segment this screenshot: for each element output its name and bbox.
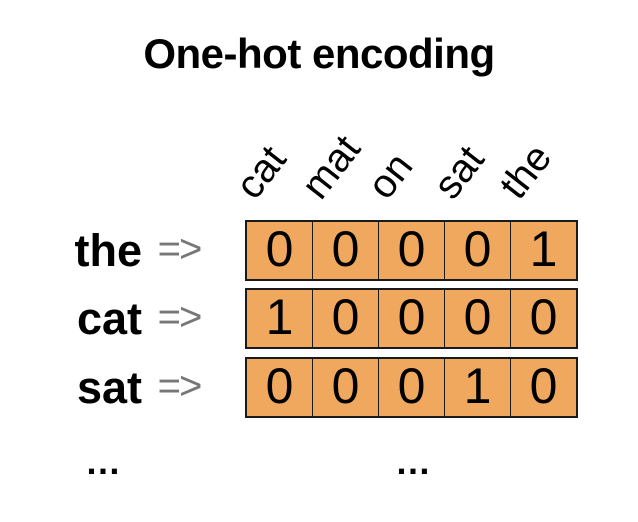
matrix-cell: 0 xyxy=(312,289,378,347)
one-hot-vector-sat: 0 0 0 1 0 xyxy=(245,357,578,418)
column-header-sat: sat xyxy=(425,137,493,207)
matrix-cell: 0 xyxy=(312,358,378,416)
row-label-the: the xyxy=(74,225,143,276)
matrix-cell: 0 xyxy=(247,358,312,416)
row-label-cat: cat xyxy=(76,293,142,344)
matrix-cell: 0 xyxy=(510,289,576,347)
one-hot-vector-cat: 1 0 0 0 0 xyxy=(245,288,578,349)
column-header-mat: mat xyxy=(293,127,370,207)
rows-ellipsis: … xyxy=(85,441,121,482)
matrix-cell: 0 xyxy=(444,221,510,279)
matrix-cell: 0 xyxy=(247,221,312,279)
arrow-icon: => xyxy=(157,364,203,408)
diagram-title: One-hot encoding xyxy=(143,30,495,77)
matrix-cell: 0 xyxy=(312,221,378,279)
column-header-the: the xyxy=(491,136,561,207)
matrix-cell: 0 xyxy=(378,289,444,347)
row-label-sat: sat xyxy=(76,362,142,413)
vectors-ellipsis: … xyxy=(395,441,431,482)
column-header-cat: cat xyxy=(227,137,295,207)
matrix-cell: 0 xyxy=(378,358,444,416)
matrix-cell: 1 xyxy=(510,221,576,279)
matrix-cell: 1 xyxy=(444,358,510,416)
matrix-cell: 0 xyxy=(510,358,576,416)
matrix-cell: 0 xyxy=(444,289,510,347)
arrow-icon: => xyxy=(157,227,203,271)
matrix-cell: 0 xyxy=(378,221,444,279)
one-hot-vector-the: 0 0 0 0 1 xyxy=(245,220,578,281)
arrow-icon: => xyxy=(157,295,203,339)
matrix-cell: 1 xyxy=(247,289,312,347)
